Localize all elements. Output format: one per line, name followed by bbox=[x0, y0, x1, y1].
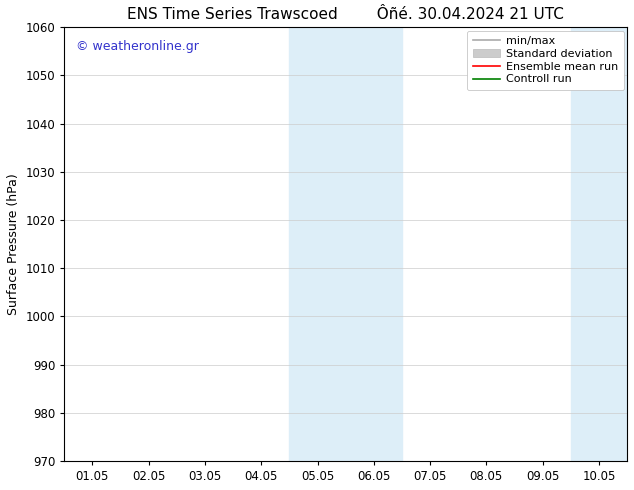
Text: © weatheronline.gr: © weatheronline.gr bbox=[75, 40, 198, 53]
Legend: min/max, Standard deviation, Ensemble mean run, Controll run: min/max, Standard deviation, Ensemble me… bbox=[467, 30, 624, 90]
Title: ENS Time Series Trawscoed        Ôñé. 30.04.2024 21 UTC: ENS Time Series Trawscoed Ôñé. 30.04.202… bbox=[127, 7, 564, 22]
Bar bbox=[289, 27, 402, 461]
Y-axis label: Surface Pressure (hPa): Surface Pressure (hPa) bbox=[7, 173, 20, 315]
Bar bbox=[571, 27, 634, 461]
